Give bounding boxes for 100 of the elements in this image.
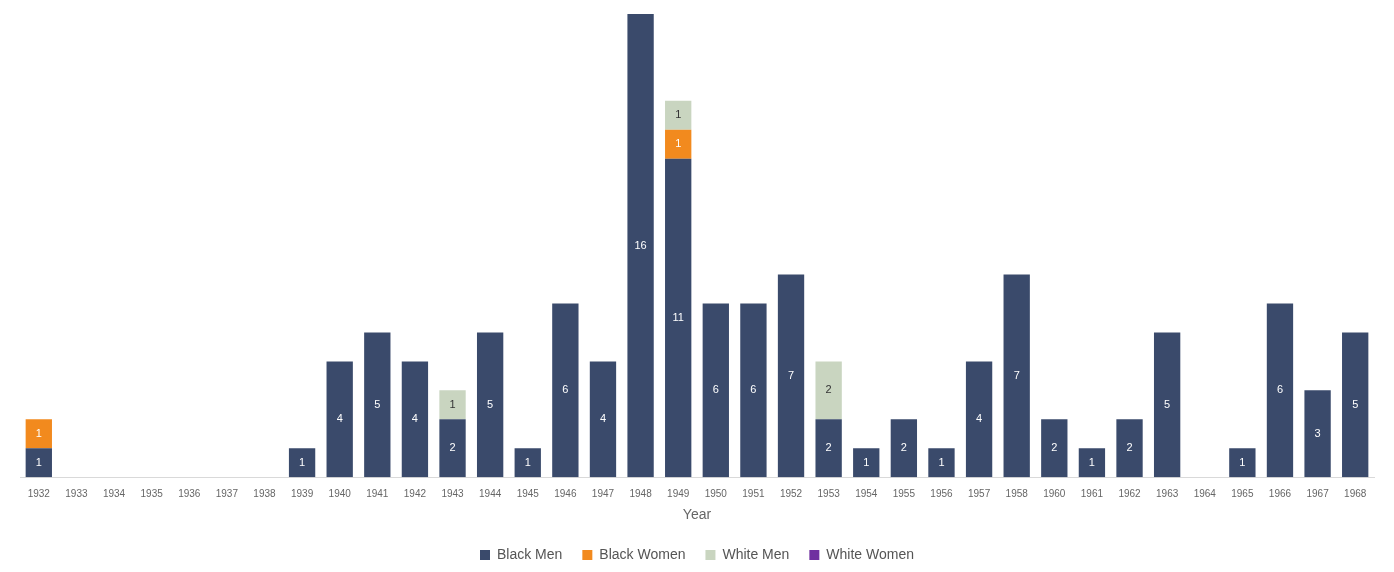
x-tick-label: 1939 — [290, 487, 314, 499]
bar — [326, 361, 353, 478]
x-tick-label: 1950 — [704, 487, 728, 499]
bar — [815, 419, 842, 478]
bar — [928, 448, 955, 478]
bar — [25, 419, 52, 449]
x-tick-label: 1956 — [930, 487, 954, 499]
bar — [627, 14, 654, 478]
bar — [1041, 419, 1068, 478]
bar — [1304, 390, 1331, 478]
bar — [439, 419, 466, 478]
bar — [815, 361, 842, 420]
legend-label: Black Women — [599, 545, 686, 562]
data-label: 2 — [449, 441, 456, 454]
bar — [965, 361, 993, 478]
data-label: 5 — [1352, 397, 1359, 410]
bar — [740, 303, 767, 478]
x-tick-label: 1949 — [667, 487, 690, 499]
legend-label: White Women — [826, 545, 915, 562]
x-tick-label: 1957 — [967, 487, 991, 499]
data-label: 2 — [1051, 441, 1058, 454]
x-tick-label: 1948 — [629, 487, 653, 499]
bar — [1116, 419, 1143, 478]
x-tick-label: 1955 — [892, 487, 916, 499]
data-label: 4 — [599, 412, 607, 425]
data-label: 7 — [1013, 368, 1020, 381]
data-label: 1 — [299, 455, 306, 468]
data-label: 1 — [675, 108, 682, 121]
data-label: 6 — [750, 383, 757, 396]
bar — [665, 158, 692, 478]
x-tick-label: 1960 — [1043, 487, 1066, 499]
data-label: 5 — [1164, 397, 1171, 410]
bar — [1078, 448, 1106, 478]
bar — [401, 361, 429, 478]
x-tick-label: 1968 — [1344, 487, 1367, 499]
x-tick-label: 1938 — [253, 487, 277, 499]
bar — [1266, 303, 1294, 478]
data-label: 1 — [863, 455, 870, 468]
x-tick-label: 1954 — [855, 487, 878, 499]
x-tick-label: 1951 — [742, 487, 765, 499]
bar — [853, 448, 880, 478]
x-tick-label: 1961 — [1080, 487, 1104, 499]
bar — [1153, 332, 1181, 478]
data-label: 4 — [411, 412, 418, 425]
bar — [1342, 332, 1369, 478]
data-label: 1 — [449, 397, 456, 410]
bar — [439, 390, 466, 420]
bar — [665, 100, 692, 130]
data-label: 6 — [712, 383, 719, 396]
x-tick-label: 1963 — [1156, 487, 1179, 499]
x-tick-label: 1966 — [1268, 487, 1292, 499]
x-tick-label: 1952 — [779, 487, 803, 499]
data-label: 2 — [900, 441, 907, 454]
data-label: 6 — [562, 383, 569, 396]
data-label: 2 — [1126, 441, 1133, 454]
data-label: 5 — [374, 397, 381, 410]
bar — [288, 448, 316, 478]
data-label: 4 — [976, 412, 983, 425]
bar — [1229, 448, 1256, 478]
x-tick-label: 1958 — [1005, 487, 1029, 499]
data-label: 1 — [524, 455, 531, 468]
data-label: 1 — [35, 455, 42, 468]
x-tick-label: 1933 — [65, 487, 88, 499]
x-tick-label: 1944 — [479, 487, 502, 499]
data-label: 2 — [825, 441, 832, 454]
data-label: 4 — [336, 412, 343, 425]
bar — [777, 274, 805, 478]
data-label: 16 — [634, 238, 647, 251]
x-tick-label: 1965 — [1231, 487, 1254, 499]
data-label: 1 — [675, 137, 682, 150]
bar — [1003, 274, 1030, 478]
x-tick-label: 1935 — [140, 487, 164, 499]
data-label: 1 — [1239, 455, 1246, 468]
bar — [552, 303, 579, 478]
bar — [476, 332, 504, 478]
x-tick-label: 1962 — [1118, 487, 1142, 499]
bar — [589, 361, 617, 478]
bar — [702, 303, 729, 478]
data-label: 5 — [487, 397, 494, 410]
x-tick-label: 1943 — [441, 487, 465, 499]
x-tick-label: 1967 — [1306, 487, 1330, 499]
x-tick-label: 1947 — [591, 487, 615, 499]
data-label: 2 — [825, 383, 832, 396]
x-tick-label: 1953 — [817, 487, 841, 499]
bar — [890, 419, 918, 478]
x-tick-label: 1945 — [516, 487, 540, 499]
x-tick-label: 1932 — [27, 487, 51, 499]
bar — [25, 448, 52, 478]
data-label: 11 — [672, 311, 684, 324]
data-label: 1 — [35, 426, 42, 439]
x-tick-label: 1940 — [328, 487, 352, 499]
legend-label: White Men — [722, 545, 790, 562]
data-label: 3 — [1314, 426, 1321, 439]
x-axis-title: Year — [682, 506, 712, 523]
x-tick-label: 1941 — [366, 487, 389, 499]
bar — [665, 129, 692, 159]
data-label: 7 — [787, 368, 795, 381]
x-tick-label: 1964 — [1193, 487, 1217, 499]
x-tick-label: 1946 — [554, 487, 577, 499]
data-label: 1 — [938, 455, 945, 468]
